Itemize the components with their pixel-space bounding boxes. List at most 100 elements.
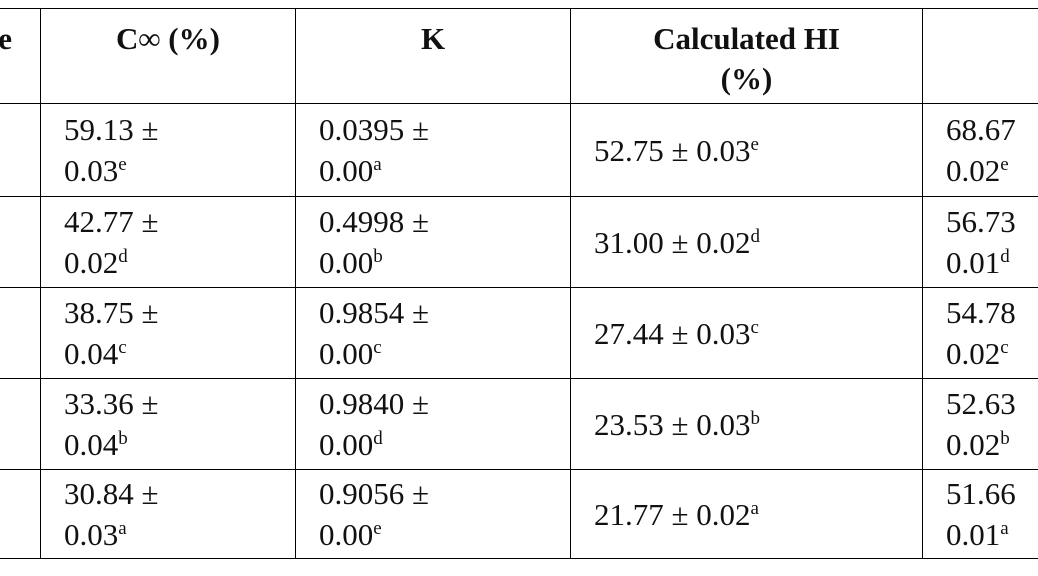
cell-text: 0.00c: [319, 333, 570, 374]
cell-value: 0.02: [946, 153, 1001, 188]
superscript: e: [1000, 154, 1009, 175]
cell-value: 0.02: [946, 336, 1001, 371]
table-cell: 21.77 ± 0.02a: [570, 469, 923, 559]
cell-text: 0.00e: [319, 514, 570, 555]
cell-value: 0.03: [64, 517, 119, 552]
header-cell: C∞ (%): [40, 8, 296, 104]
cell-value: 0.00: [319, 153, 374, 188]
superscript: a: [1000, 518, 1009, 539]
superscript: c: [118, 337, 127, 358]
cell-text: 38.75 ±: [64, 295, 159, 330]
cell-value: 0.01: [946, 245, 1001, 280]
table-cell: 68.67 0.02e: [922, 103, 1038, 197]
cell-text: 33.36 ±: [64, 386, 159, 421]
superscript: b: [750, 407, 761, 429]
cell-text: 0.02e: [946, 150, 1038, 191]
superscript: e: [750, 133, 759, 155]
cell-text: 42.77 ±: [64, 204, 159, 239]
cell-text: 27.44 ± 0.03c: [594, 313, 922, 354]
cell-text: 0.00b: [319, 242, 570, 283]
superscript: d: [1000, 246, 1010, 267]
cell-value: 0.00: [319, 427, 374, 462]
header-text: e: [0, 19, 12, 59]
table-cell: 0.9840 ±0.00d: [295, 378, 571, 470]
superscript: d: [118, 246, 128, 267]
header-text: Calculated HI: [653, 21, 840, 56]
table-cell: 54.78 0.02c: [922, 287, 1038, 379]
header-text: K: [420, 21, 446, 56]
cell-value: 23.53 ± 0.03: [594, 406, 751, 442]
header-text: (%): [720, 61, 773, 96]
cell-text: 0.04c: [64, 333, 295, 374]
table-cell: 52.75 ± 0.03e: [570, 103, 923, 197]
table-cell: 33.36 ±0.04b: [40, 378, 296, 470]
table-cell: 42.77 ±0.02d: [40, 196, 296, 288]
cell-value: 31.00 ± 0.02: [594, 224, 751, 260]
cell-text: 0.01a: [946, 514, 1038, 555]
cell-value: 0.00: [319, 245, 374, 280]
cell-value: 0.04: [64, 336, 119, 371]
table-cell: 51.66 0.01a: [922, 469, 1038, 559]
cell-text: 30.84 ±: [64, 476, 159, 511]
cell-text: 52.75 ± 0.03e: [594, 130, 922, 171]
cell-value: 0.02: [946, 427, 1001, 462]
cell-value: 0.01: [946, 517, 1001, 552]
cell-text: 23.53 ± 0.03b: [594, 404, 922, 445]
table-cell: 56.73 0.01d: [922, 196, 1038, 288]
cell-text: 0.02c: [946, 333, 1038, 374]
cell-text: 0.03e: [64, 150, 295, 191]
header-text: EGI: [923, 19, 1038, 59]
cell-text: 21.77 ± 0.02a: [594, 494, 922, 535]
cell-text: 0.01d: [946, 242, 1038, 283]
table-cell: 31.00 ± 0.02d: [570, 196, 923, 288]
table-cell: 0.9056 ±0.00e: [295, 469, 571, 559]
cell-text: 0.00d: [319, 424, 570, 465]
cell-text: 0.0395 ±: [319, 112, 430, 147]
cell-value: 52.75 ± 0.03: [594, 132, 751, 168]
table-cell: 59.13 ±0.03e: [40, 103, 296, 197]
table-cell: 0.0395 ±0.00a: [295, 103, 571, 197]
cell-text: 31.00 ± 0.02d: [594, 222, 922, 263]
table-cell: [0, 469, 41, 559]
superscript: a: [750, 497, 759, 519]
superscript: c: [373, 337, 382, 358]
cell-text: 0.00a: [319, 150, 570, 191]
cell-text: 0.02d: [64, 242, 295, 283]
superscript: a: [373, 154, 382, 175]
header-cell: Calculated HI (%): [570, 8, 923, 104]
cell-value: 0.00: [319, 336, 374, 371]
superscript: b: [373, 246, 383, 267]
cell-text: 68.67: [946, 112, 1016, 147]
table-cell: [0, 103, 41, 197]
cell-value: 0.02: [64, 245, 119, 280]
superscript: b: [118, 428, 128, 449]
cell-text: 0.02b: [946, 424, 1038, 465]
table-cell: 30.84 ±0.03a: [40, 469, 296, 559]
header-cell: EGI: [922, 8, 1038, 104]
table-cell: 0.9854 ±0.00c: [295, 287, 571, 379]
cell-text: 0.04b: [64, 424, 295, 465]
table-cell: [0, 196, 41, 288]
superscript: e: [373, 518, 382, 539]
cell-text: 52.63: [946, 386, 1016, 421]
superscript: d: [750, 225, 761, 247]
cell-text: 56.73: [946, 204, 1016, 239]
cell-text: 0.9840 ±: [319, 386, 430, 421]
table-cell: [0, 378, 41, 470]
cell-text: 0.9056 ±: [319, 476, 430, 511]
cell-text: 51.66: [946, 476, 1016, 511]
superscript: c: [1000, 337, 1009, 358]
header-cell: K: [295, 8, 571, 104]
table-cell: [0, 287, 41, 379]
header-cell: e: [0, 8, 41, 104]
table-cell: 52.63 0.02b: [922, 378, 1038, 470]
cell-text: 0.9854 ±: [319, 295, 430, 330]
cell-text: 0.03a: [64, 514, 295, 555]
cell-text: 0.4998 ±: [319, 204, 430, 239]
table-cell: 23.53 ± 0.03b: [570, 378, 923, 470]
superscript: d: [373, 428, 383, 449]
table-cell: 27.44 ± 0.03c: [570, 287, 923, 379]
table-cell: 0.4998 ±0.00b: [295, 196, 571, 288]
cell-value: 21.77 ± 0.02: [594, 496, 751, 532]
